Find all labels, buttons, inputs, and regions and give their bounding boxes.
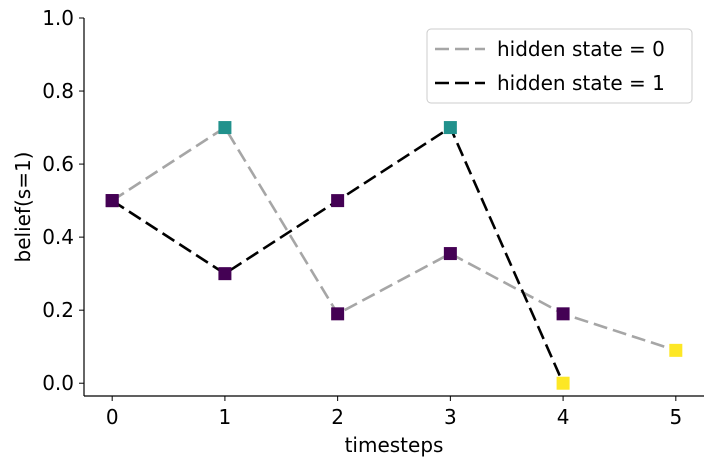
- x-tick-label: 5: [669, 405, 682, 429]
- data-point-marker: [218, 267, 232, 281]
- x-axis-label: timesteps: [345, 433, 444, 457]
- data-markers: [105, 121, 683, 390]
- data-point-marker: [443, 121, 457, 135]
- x-tick-label: 2: [331, 405, 344, 429]
- data-point-marker: [443, 247, 457, 261]
- y-tick-label: 0.2: [42, 298, 74, 322]
- data-point-marker: [218, 121, 232, 135]
- x-axis-ticks: 0 1 2 3 4 5: [106, 396, 682, 429]
- x-tick-label: 1: [219, 405, 232, 429]
- series-line-1: [111, 126, 565, 384]
- y-tick-label: 0.6: [42, 152, 74, 176]
- data-point-marker: [331, 307, 345, 321]
- data-point-marker: [105, 194, 119, 208]
- data-point-marker: [669, 343, 683, 357]
- y-tick-label: 0.4: [42, 225, 74, 249]
- data-point-marker: [556, 307, 570, 321]
- legend-box: [426, 28, 693, 104]
- y-axis-ticks: 0.0 0.2 0.4 0.6 0.8 1.0: [42, 6, 84, 395]
- x-tick-label: 3: [444, 405, 457, 429]
- legend-entry-hidden-state-1: hidden state = 1: [497, 71, 665, 95]
- y-tick-label: 1.0: [42, 6, 74, 30]
- legend: hidden state = 0 hidden state = 1: [426, 28, 693, 104]
- data-point-marker: [331, 194, 345, 208]
- y-tick-label: 0.8: [42, 79, 74, 103]
- axes: [83, 18, 704, 397]
- series-lines: [111, 126, 677, 384]
- legend-entry-hidden-state-0: hidden state = 0: [497, 37, 665, 61]
- data-point-marker: [556, 376, 570, 390]
- y-axis-label: belief(s=1): [11, 152, 35, 263]
- series-line-0: [111, 126, 677, 352]
- y-tick-label: 0.0: [42, 371, 74, 395]
- x-tick-label: 4: [557, 405, 570, 429]
- x-tick-label: 0: [106, 405, 119, 429]
